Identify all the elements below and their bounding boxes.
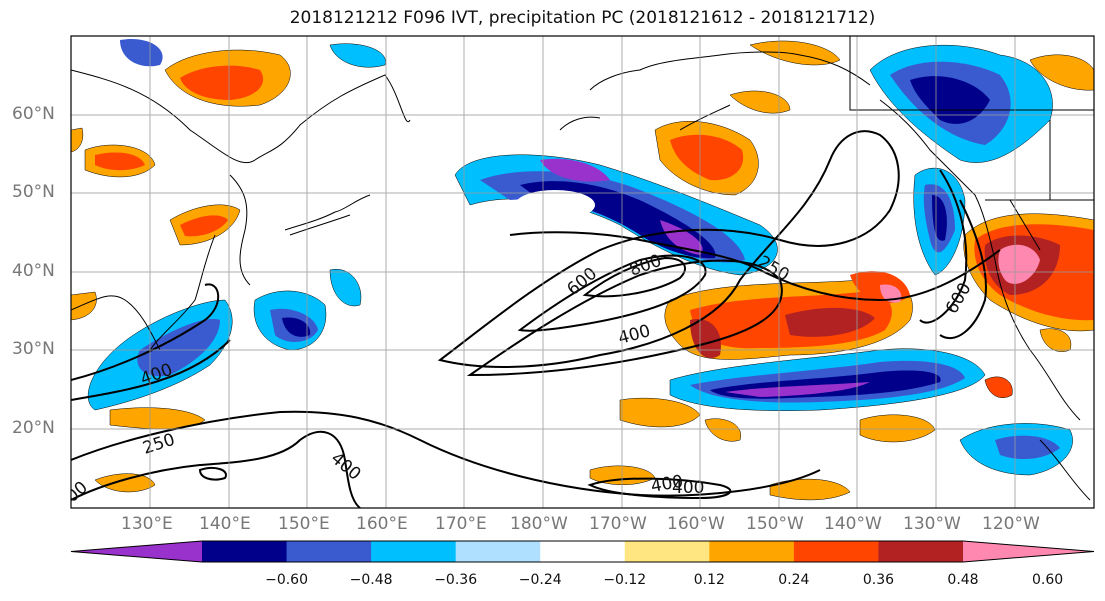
lat-label: 50°N [12, 182, 55, 202]
lon-label: 170°W [589, 514, 647, 534]
lon-label: 120°W [982, 514, 1040, 534]
graticule [71, 36, 1094, 508]
contour-label: 400 [672, 478, 704, 498]
map-canvas: 600 800 250 400 400 250 400 400 400 600 … [71, 36, 1094, 508]
colorbar-segment [540, 541, 626, 562]
colorbar-tick-label: −0.24 [518, 572, 562, 588]
lon-label: 130°E [121, 514, 173, 534]
colorbar [70, 540, 1095, 563]
colorbar-tick-label: −0.36 [434, 572, 478, 588]
colorbar-segment [202, 541, 288, 562]
colorbar-tick-label: −0.48 [349, 572, 393, 588]
colorbar-segment [286, 541, 372, 562]
colorbar-tick-label: −0.12 [603, 572, 647, 588]
lon-label: 140°E [199, 514, 251, 534]
lon-label: 130°W [903, 514, 961, 534]
lat-label: 30°N [12, 339, 55, 359]
colorbar-tick-label: 0.36 [862, 572, 895, 588]
lat-label: 40°N [12, 261, 55, 281]
colorbar-tick-label: −0.60 [265, 572, 308, 588]
lon-label: 180°W [510, 514, 568, 534]
colorbar-segment [793, 541, 879, 562]
colorbar-tick-label: 0.12 [693, 572, 725, 588]
lat-label: 60°N [12, 104, 55, 124]
colorbar-segment [709, 541, 795, 562]
lon-label: 160°W [667, 514, 725, 534]
colorbar-segment [371, 541, 457, 562]
map-title: 2018121212 F096 IVT, precipitation PC (2… [289, 8, 876, 28]
colorbar-extend-high [963, 541, 1094, 562]
colorbar-outline [70, 540, 1095, 563]
colorbar-segment [624, 541, 710, 562]
lon-label: 160°E [356, 514, 408, 534]
colorbar-extend-low [71, 541, 202, 562]
map-frame [70, 35, 1095, 509]
colorbar-segment [878, 541, 964, 562]
lat-label: 20°N [12, 418, 55, 438]
lon-label: 140°W [824, 514, 882, 534]
lon-label: 150°E [278, 514, 330, 534]
colorbar-tick-label: 0.24 [778, 572, 810, 588]
colorbar-segment [455, 541, 541, 562]
lon-label: 150°W [746, 514, 804, 534]
lon-label: 170°E [435, 514, 487, 534]
colorbar-tick-label: 0.48 [947, 572, 979, 588]
colorbar-tick-label: 0.60 [1031, 572, 1064, 588]
